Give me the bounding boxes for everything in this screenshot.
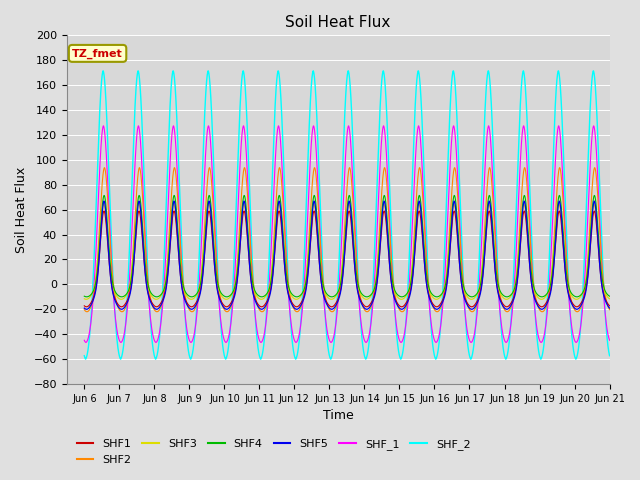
- SHF1: [396, 303, 403, 309]
- SHF2: [83, 309, 91, 314]
- SHF2: [422, 251, 430, 257]
- SHF5: [605, 305, 613, 311]
- SHF4: [605, 293, 613, 299]
- Line: SHF1: SHF1: [84, 211, 609, 307]
- SHF2: [176, 232, 184, 238]
- SHF1: [81, 303, 88, 309]
- Line: SHF4: SHF4: [84, 195, 609, 297]
- SHF1: [503, 304, 511, 310]
- SHF_1: [176, 223, 184, 228]
- SHF3: [468, 297, 476, 302]
- SHF4: [281, 258, 289, 264]
- SHF3: [176, 258, 184, 264]
- SHF1: [605, 303, 613, 309]
- SHF1: [176, 266, 184, 272]
- SHF_1: [472, 318, 480, 324]
- Line: SHF_2: SHF_2: [84, 71, 609, 359]
- SHF_1: [572, 339, 580, 345]
- SHF_2: [281, 200, 289, 205]
- SHF_1: [396, 337, 403, 343]
- SHF1: [170, 208, 178, 214]
- SHF4: [81, 293, 88, 299]
- SHF_2: [513, 202, 520, 208]
- SHF3: [81, 296, 88, 301]
- SHF1: [513, 283, 520, 289]
- SHF4: [513, 277, 520, 283]
- SHF4: [188, 294, 195, 300]
- SHF_2: [605, 353, 613, 359]
- SHF2: [416, 165, 424, 170]
- SHF3: [281, 262, 289, 267]
- SHF3: [396, 296, 403, 301]
- SHF5: [281, 267, 289, 273]
- SHF_2: [396, 353, 403, 359]
- SHF_2: [472, 312, 480, 317]
- SHF2: [513, 274, 520, 280]
- SHF5: [81, 305, 88, 311]
- SHF3: [605, 296, 613, 301]
- SHF3: [422, 269, 430, 275]
- SHF3: [513, 273, 520, 278]
- SHF5: [346, 198, 353, 204]
- SHF1: [472, 300, 480, 305]
- SHF2: [472, 303, 480, 309]
- SHF_2: [81, 353, 88, 359]
- SHF2: [605, 307, 613, 312]
- SHF4: [472, 291, 480, 297]
- SHF_1: [81, 337, 88, 343]
- Y-axis label: Soil Heat Flux: Soil Heat Flux: [15, 167, 28, 253]
- SHF2: [396, 307, 403, 312]
- SHF3: [472, 292, 480, 298]
- SHF4: [422, 268, 430, 274]
- SHF_1: [422, 248, 430, 253]
- SHF4: [176, 254, 184, 260]
- SHF1: [281, 269, 289, 275]
- SHF_2: [152, 356, 159, 362]
- SHF2: [281, 236, 289, 242]
- Title: Soil Heat Flux: Soil Heat Flux: [285, 15, 391, 30]
- SHF1: [422, 276, 430, 282]
- SHF4: [396, 293, 403, 299]
- SHF2: [81, 307, 88, 312]
- SHF_1: [513, 247, 520, 252]
- Line: SHF3: SHF3: [84, 204, 609, 300]
- X-axis label: Time: Time: [323, 409, 353, 422]
- SHF_1: [281, 230, 289, 236]
- SHF3: [275, 202, 283, 207]
- Line: SHF5: SHF5: [84, 201, 609, 309]
- Text: TZ_fmet: TZ_fmet: [72, 48, 123, 59]
- Line: SHF_1: SHF_1: [84, 126, 609, 342]
- Line: SHF2: SHF2: [84, 168, 609, 312]
- SHF5: [422, 277, 430, 283]
- SHF_2: [422, 225, 430, 230]
- SHF_2: [176, 193, 184, 199]
- SHF_1: [605, 337, 613, 343]
- SHF_2: [344, 68, 352, 73]
- SHF5: [538, 306, 546, 312]
- SHF5: [396, 305, 403, 311]
- SHF5: [472, 302, 480, 308]
- Legend: SHF1, SHF2, SHF3, SHF4, SHF5, SHF_1, SHF_2: SHF1, SHF2, SHF3, SHF4, SHF5, SHF_1, SHF…: [72, 435, 475, 469]
- SHF5: [176, 264, 184, 270]
- SHF5: [513, 286, 520, 292]
- SHF_1: [239, 123, 247, 129]
- SHF4: [380, 192, 388, 198]
